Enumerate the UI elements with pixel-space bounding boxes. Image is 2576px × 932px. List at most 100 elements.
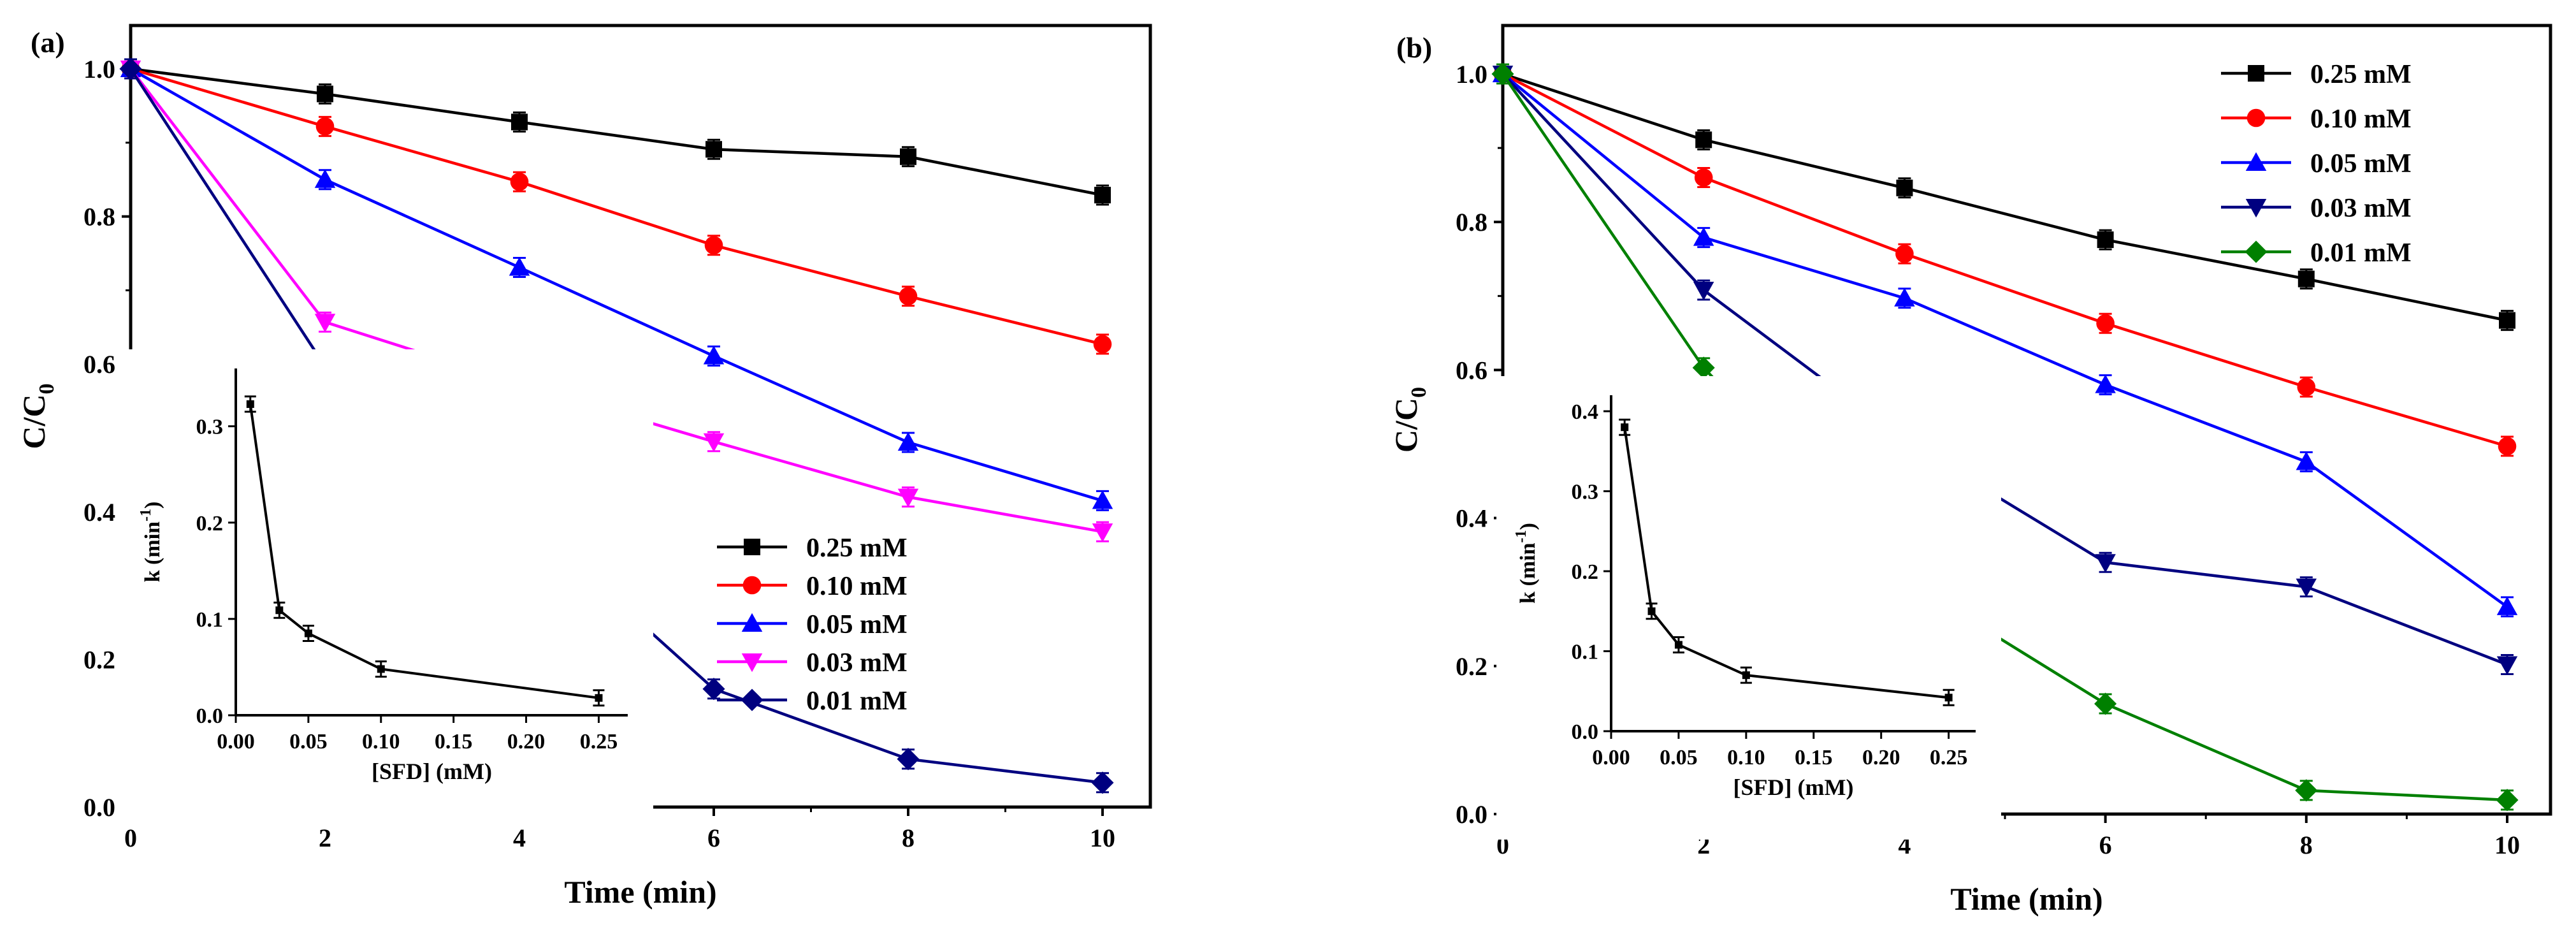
series-line [130,67,1103,346]
inset-x-tick-label: 0.20 [1862,746,1900,769]
data-point [706,141,722,158]
inset-y-axis-title: k (min-1) [138,502,164,583]
y-tick-label: 0.6 [83,350,115,379]
data-point [899,287,918,305]
series-line [130,67,1103,197]
data-point [509,257,530,276]
inset-x-tick-label: 0.15 [435,730,473,754]
inset-x-tick-label: 0.25 [1930,746,1968,769]
y-tick-label: 1.0 [1456,60,1487,89]
legend-marker [741,653,763,673]
inset-data-point [1944,694,1953,702]
data-point [2496,789,2519,812]
data-point [2094,692,2117,715]
x-tick-label: 4 [513,824,526,852]
inset-x-axis-title: [SFD] (mM) [1733,775,1854,800]
y-axis-title: C/C0 [1388,387,1431,453]
data-point [2296,578,2317,597]
series-line [1501,73,2508,448]
series-line [1501,73,2508,802]
inset-x-tick-label: 0.10 [1727,746,1765,769]
data-point [1695,131,1712,149]
inset-data-point [275,606,284,615]
legend-entry: 0.03 mM [2310,194,2412,223]
data-point [704,236,723,255]
inset-x-tick-label: 0.00 [217,730,255,754]
inset-x-tick-label: 0.10 [362,730,400,754]
inset-data-point [1647,607,1656,615]
data-point [1693,282,1714,301]
inset-y-tick-label: 0.3 [1572,481,1599,504]
inset-data-point [1674,641,1682,649]
data-point [1693,227,1714,246]
inset-x-tick-label: 0.20 [507,730,546,754]
data-point [897,432,919,451]
x-axis-title: Time (min) [564,874,716,910]
data-point [315,117,335,136]
legend-entry: 0.10 mM [806,572,908,601]
data-point [900,148,916,165]
inset-y-tick-label: 0.1 [196,608,224,632]
data-point [510,172,529,191]
data-point [2297,270,2315,288]
legend-entry: 0.01 mM [806,687,908,716]
y-tick-label: 0.0 [1456,800,1487,829]
inset-chart: 0.00 0.05 0.10 0.15 0.20 0.25 0.0 0.1 0.2 0.3 0.4 [… [1496,376,2001,840]
x-tick-label: 10 [1090,824,1115,852]
data-point [2496,596,2518,615]
inset-x-tick-label: 0.25 [580,730,618,754]
legend-entry: 0.10 mM [2310,105,2412,134]
series-line [1501,73,2508,608]
legend-entry: 0.01 mM [2310,238,2412,268]
legend-marker [2248,65,2264,82]
data-point [1092,523,1113,542]
legend: 0.25 mM 0.10 mM 0.05 mM 0.03 mM 0.01 mM [717,534,908,716]
inset-x-axis-title: [SFD] (mM) [372,759,492,784]
y-tick-label: 0.8 [1456,208,1487,237]
inset-data-point [1621,423,1629,432]
y-tick-label: 1.0 [83,55,115,84]
inset-background [1496,376,2001,840]
data-point [314,169,336,188]
data-point [703,433,725,453]
data-point [1491,62,1514,85]
y-tick-label: 0.4 [83,498,115,527]
x-axis-title: Time (min) [1950,881,2102,917]
inset-data-point [246,400,254,408]
x-tick-label: 2 [319,824,331,852]
data-point [2095,374,2116,393]
y-tick-label: 0.0 [83,793,115,822]
y-tick-label: 0.2 [1456,652,1487,681]
panel-label: (b) [1396,31,1432,64]
data-point [1092,490,1113,509]
x-tick-label: 10 [2494,831,2520,859]
data-point [314,314,336,333]
y-tick-label: 0.6 [1456,356,1487,384]
data-point [2095,554,2116,573]
data-point [1692,356,1715,379]
data-point [511,113,528,131]
data-point [2498,437,2517,456]
inset-x-tick-label: 0.00 [1592,746,1630,769]
y-axis-title: C/C0 [16,383,59,449]
inset-data-point [595,694,603,702]
data-point [1694,168,1713,187]
inset-background [121,349,653,824]
inset-y-tick-label: 0.2 [1572,560,1599,584]
legend-entry: 0.05 mM [806,610,908,639]
legend-marker [744,539,760,555]
y-tick-label: 0.2 [83,645,115,674]
data-point [1894,288,1915,307]
series-line [129,68,1103,502]
series-0.10-mM [121,58,1112,355]
y-tick-label: 0.4 [1456,504,1487,533]
legend-marker [741,613,763,632]
legend-entry: 0.03 mM [806,648,908,678]
data-point [2096,314,2115,333]
data-point [2296,451,2317,470]
inset-y-tick-label: 0.1 [1572,641,1599,664]
legend-entry: 0.25 mM [2310,60,2412,89]
inset-y-tick-label: 0.3 [196,416,224,439]
data-point [1091,771,1114,794]
